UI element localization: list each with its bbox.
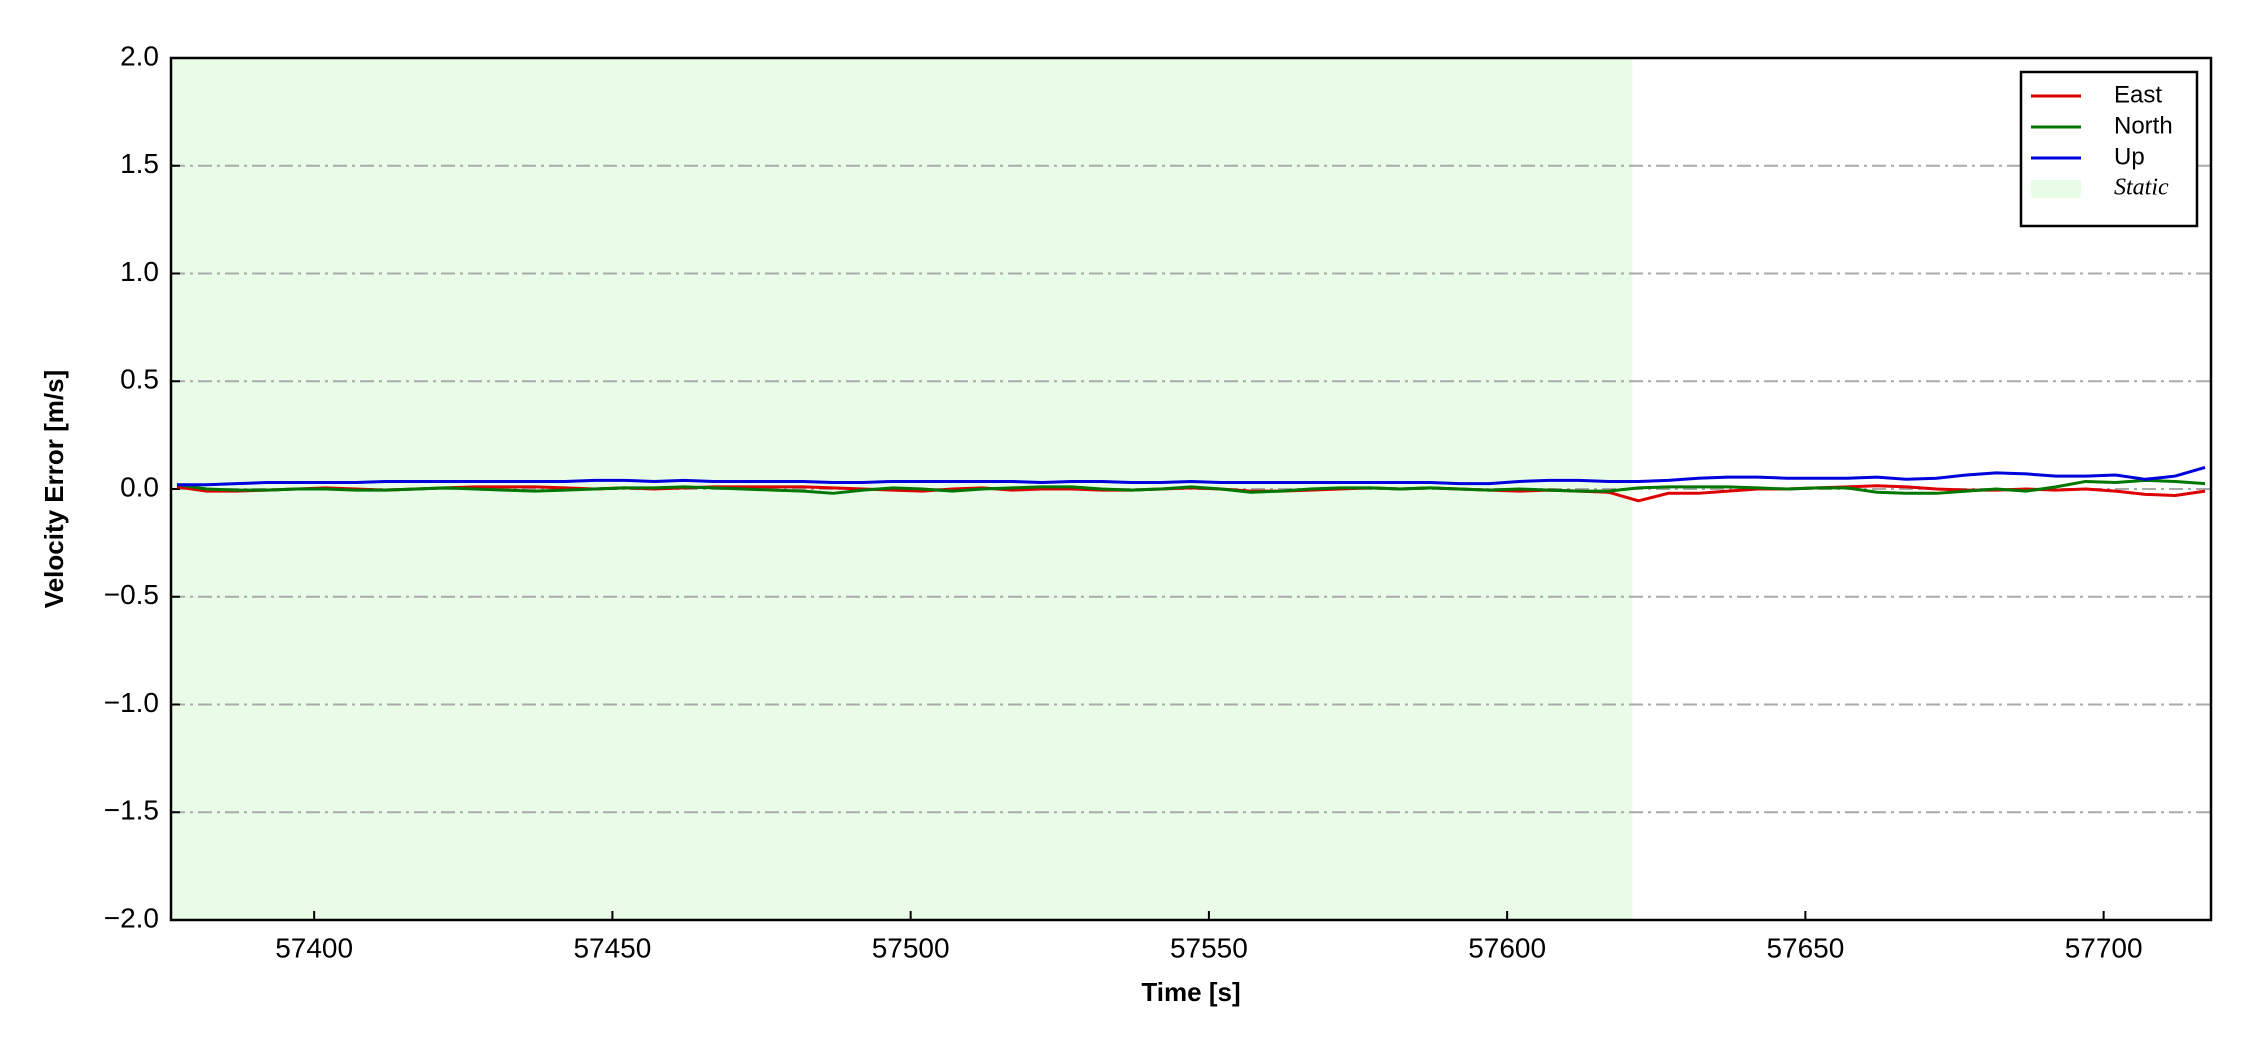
y-tick-label: −2.0 (104, 902, 159, 933)
x-tick-label: 57500 (872, 932, 950, 963)
x-axis-label: Time [s] (1141, 977, 1240, 1007)
series-line (176, 478, 2206, 495)
y-tick-label: 1.0 (120, 256, 159, 287)
legend-swatch (2031, 180, 2081, 198)
x-tick-label: 57450 (573, 932, 651, 963)
legend-label: East (2114, 81, 2162, 108)
x-tick-label: 57650 (1766, 932, 1844, 963)
x-tick-label: 57700 (2065, 932, 2143, 963)
x-tick-label: 57400 (275, 932, 353, 963)
y-tick-label: −0.5 (104, 579, 159, 610)
legend-box (2019, 70, 2199, 228)
plot-frame (169, 56, 2213, 922)
y-tick-label: 0.0 (120, 471, 159, 502)
legend-label: Up (2114, 143, 2145, 170)
series-line (176, 466, 2206, 487)
y-axis-label: Velocity Error [m/s] (39, 370, 69, 608)
x-tick-label: 57600 (1468, 932, 1546, 963)
y-tick-label: −1.5 (104, 795, 159, 826)
y-tick-label: 1.5 (120, 148, 159, 179)
y-tick-label: 0.5 (120, 364, 159, 395)
x-tick-label: 57550 (1170, 932, 1248, 963)
y-tick-label: 2.0 (120, 40, 159, 71)
legend-label: North (2114, 112, 2173, 139)
y-tick-label: −1.0 (104, 687, 159, 718)
legend-label: Static (2114, 175, 2169, 201)
legend: East North Up Static (2019, 70, 2199, 228)
